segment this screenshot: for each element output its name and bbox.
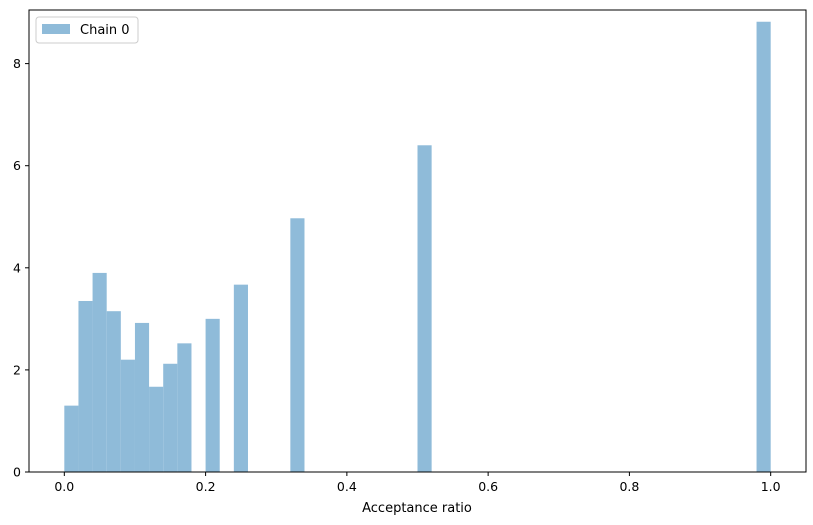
x-tick-label: 0.6 <box>478 479 498 494</box>
plot-frame <box>28 9 807 473</box>
x-axis-ticks: 0.0 0.2 0.4 0.6 0.8 1.0 <box>54 472 781 494</box>
legend: Chain 0 <box>35 16 139 44</box>
histogram-bar-8 <box>177 343 192 472</box>
y-tick-label: 0 <box>13 465 21 480</box>
histogram-bar-7 <box>163 363 178 472</box>
histogram-bar-13 <box>756 21 771 473</box>
histogram-bar-0 <box>64 405 79 472</box>
histogram-bar-1 <box>78 300 93 472</box>
histogram-bar-10 <box>233 284 248 472</box>
histogram-bar-3 <box>106 311 121 472</box>
histogram-bar-6 <box>149 386 164 472</box>
x-tick-label: 0.8 <box>619 479 639 494</box>
legend-label: Chain 0 <box>80 23 130 38</box>
x-tick-label: 1.0 <box>761 479 781 494</box>
legend-swatch <box>42 24 70 34</box>
x-tick-label: 0.4 <box>337 479 357 494</box>
histogram-bar-9 <box>205 318 220 472</box>
histogram-bar-5 <box>134 322 150 472</box>
histogram-bar-4 <box>120 359 135 472</box>
x-axis-label: Acceptance ratio <box>362 501 472 516</box>
histogram-bars <box>64 21 771 473</box>
x-tick-label: 0.0 <box>54 479 74 494</box>
x-tick-label: 0.2 <box>196 479 216 494</box>
histogram-bar-2 <box>92 272 107 472</box>
y-axis-ticks: 0 2 4 6 8 <box>13 56 29 480</box>
y-tick-label: 2 <box>13 362 21 377</box>
y-tick-label: 4 <box>13 260 21 275</box>
histogram-bar-12 <box>417 145 432 472</box>
y-tick-label: 6 <box>13 158 21 173</box>
y-tick-label: 8 <box>13 56 21 71</box>
legend-box <box>35 16 139 44</box>
histogram-bar-11 <box>290 218 305 472</box>
